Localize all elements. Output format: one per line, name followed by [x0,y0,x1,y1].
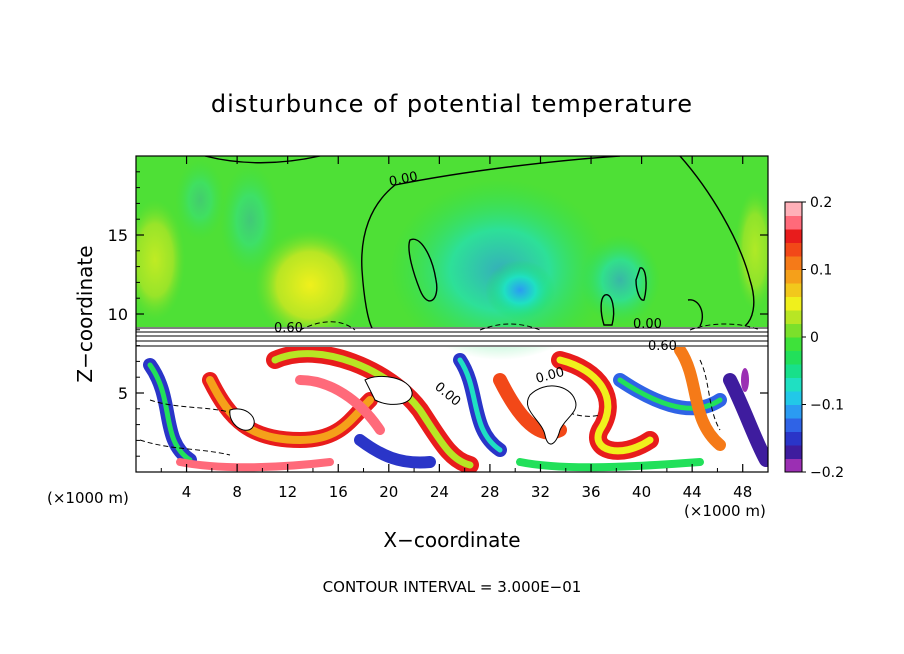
colorbar-swatch [785,242,802,257]
colorbar-swatch [785,215,802,230]
contour-label: 0.00 [633,317,662,332]
colorbar-swatch [785,256,802,270]
x-tick-label: 4 [182,483,192,501]
colorbar-swatch [785,431,802,446]
zero-contours [229,376,577,445]
plot-area [136,156,768,472]
contour-lines [204,156,755,329]
cool-anomaly [485,260,555,320]
colorbar-swatch [785,458,802,473]
y-tick-label: 10 [108,305,128,324]
contour-label: 0.00 [534,365,566,387]
colorbar-tick-label: −0.1 [810,398,844,414]
warm-anomaly [136,200,185,320]
x-unit-right: (×1000 m) [684,502,766,520]
x-tick-label: 8 [232,483,242,501]
inversion-contours [136,327,768,347]
colorbar: 0.2 0.1 0 −0.1 −0.2 [784,195,844,481]
colorbar-swatch [785,337,802,351]
cool-anomaly [220,165,280,275]
colorbar-swatch [785,404,802,419]
colorbar-swatch [785,445,802,459]
colorbar-swatch [785,377,802,392]
x-tick-label: 20 [379,483,398,501]
x-tick-label: 24 [430,483,449,501]
y-axis: 5 10 15 [108,171,768,457]
x-tick-label: 40 [632,483,651,501]
x-axis: 4 8 12 16 20 24 28 32 36 40 44 48 [160,156,752,501]
colorbar-tick-label: −0.2 [810,465,844,481]
y-tick-label: 15 [108,226,128,245]
chart-title: disturbunce of potential temperature [211,90,693,118]
contour-labels: 0.00 0.60 0.00 0.60 0.00 0.00 [274,169,677,409]
x-unit-left: (×1000 m) [47,489,129,507]
colorbar-swatch [785,364,802,378]
colorbar-tick-label: 0.2 [810,195,832,211]
x-tick-label: 48 [733,483,752,501]
y-axis-label: Z−coordinate [73,245,97,382]
colorbar-swatch [785,283,802,297]
x-axis-label: X−coordinate [383,528,520,552]
x-tick-label: 28 [480,483,499,501]
colorbar-swatch [785,323,802,338]
colorbar-swatch [785,418,802,432]
y-tick-label: 5 [118,384,128,403]
contour-label: 0.00 [388,169,419,190]
colorbar-swatch [785,229,802,243]
x-tick-label: 16 [329,483,348,501]
contour-label: 0.60 [274,321,303,336]
colorbar-swatch [785,269,802,284]
colorbar-tick-label: 0.1 [810,263,832,279]
x-tick-label: 36 [581,483,600,501]
warm-anomaly [255,230,365,340]
colorbar-tick-label: 0 [810,330,819,346]
contour-label: 0.60 [648,339,677,354]
x-tick-label: 32 [531,483,550,501]
colorbar-swatch [785,310,802,324]
colorbar-swatch [785,350,802,365]
cool-anomaly [175,160,225,240]
cool-anomaly [580,235,660,325]
x-tick-label: 12 [278,483,297,501]
colorbar-swatch [785,202,802,216]
warm-anomaly [735,190,768,310]
colorbar-swatch [785,296,802,311]
contour-interval-note: CONTOUR INTERVAL = 3.000E−01 [323,578,582,596]
colorbar-swatch [785,391,802,405]
x-tick-label: 44 [683,483,702,501]
